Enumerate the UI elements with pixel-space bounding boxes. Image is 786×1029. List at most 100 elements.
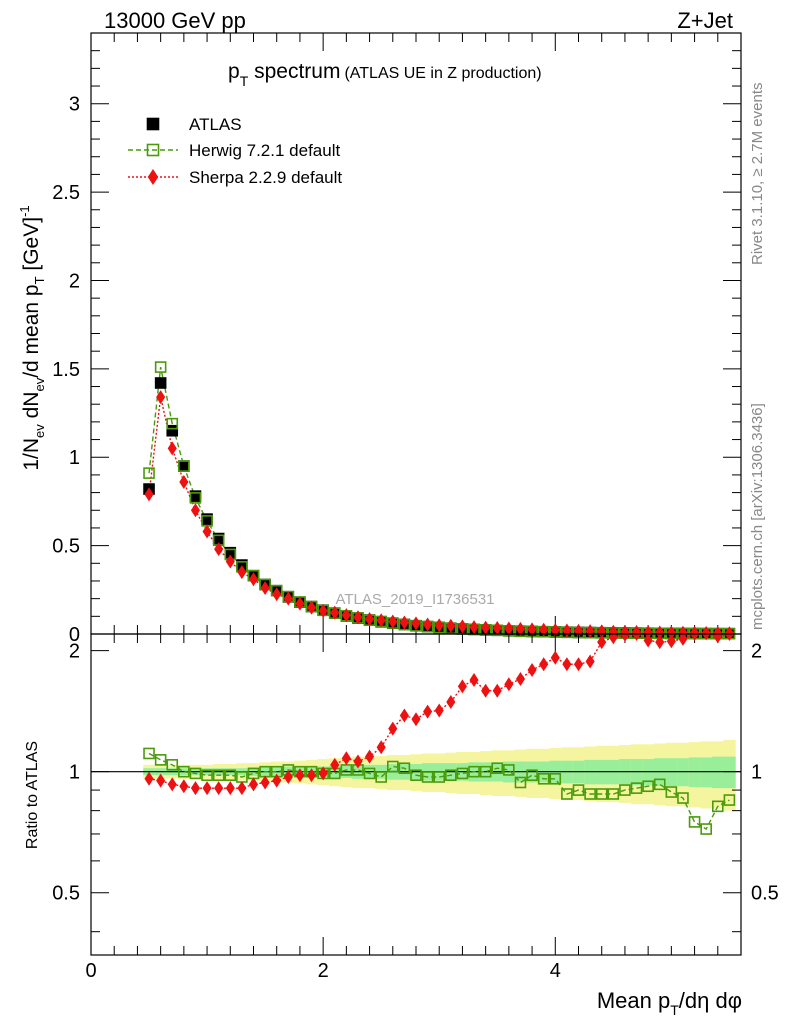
atlas-point (178, 460, 190, 472)
main-series (143, 361, 736, 641)
herwig-ratio-point (514, 776, 527, 789)
sherpa-point (423, 617, 433, 632)
sherpa-ratio-point (666, 634, 676, 649)
sherpa-ratio-point (620, 627, 630, 642)
sherpa-ratio-point (260, 775, 270, 790)
sherpa-ratio-point (283, 769, 293, 784)
herwig-ratio-line (148, 752, 730, 831)
sherpa-ratio-point (678, 631, 688, 646)
sherpa-point (376, 613, 386, 628)
herwig-ratio-point (537, 773, 550, 785)
sherpa-ratio-point (214, 781, 224, 796)
sherpa-point (306, 600, 317, 615)
herwig-ratio-point (584, 788, 596, 800)
atlas-point (154, 377, 167, 389)
ratio-y-tick-label-right: 0.5 (751, 883, 779, 905)
herwig-ratio-point (619, 784, 631, 796)
herwig-point (189, 492, 202, 504)
sherpa-point (156, 390, 166, 405)
herwig-ratio-point (375, 771, 387, 783)
chart-title: pT spectrum (ATLAS UE in Z production) (228, 60, 542, 89)
sherpa-ratio-point (713, 629, 723, 644)
sherpa-point (527, 622, 537, 637)
sherpa-ratio-point (701, 626, 711, 641)
herwig-ratio-point (386, 760, 399, 773)
herwig-ratio-point (456, 767, 469, 780)
sherpa-point (515, 621, 526, 636)
sherpa-ratio-point (446, 695, 456, 710)
sherpa-ratio-point (295, 768, 305, 783)
herwig-ratio-point (224, 769, 237, 782)
sherpa-ratio-point (318, 766, 328, 781)
herwig-ratio-point (479, 765, 492, 778)
ratio-y-tick-label-right: 1 (751, 762, 762, 784)
ratio-ylabel: Ratio to ATLAS (24, 741, 41, 849)
title-rest: spectrum (248, 60, 340, 83)
sherpa-ratio-point (597, 635, 607, 650)
sherpa-ratio-point (434, 703, 444, 718)
x-tick-label: 2 (318, 960, 329, 982)
ratio-band-inner (711, 756, 725, 789)
herwig-ratio-point (363, 767, 376, 780)
title-p: p (228, 60, 240, 83)
sherpa-point (539, 622, 549, 637)
sherpa-point (167, 441, 177, 456)
sherpa-ratio-point (550, 650, 560, 665)
sherpa-ratio-point (504, 677, 514, 692)
sherpa-point (411, 616, 421, 631)
herwig-ratio-point (723, 794, 736, 806)
main-y-tick-label: 0 (69, 624, 80, 646)
herwig-point (143, 467, 155, 479)
ratio-frame (90, 633, 742, 956)
sherpa-point (457, 619, 467, 634)
ratio-band-inner (700, 757, 713, 788)
main-y-tick-label: 0.5 (52, 536, 80, 558)
herwig-ratio-point (665, 786, 678, 798)
x-axis-label: Mean pT/dη dφ (597, 988, 742, 1018)
sherpa-ratio-point (156, 773, 166, 788)
sherpa-ratio-point (562, 657, 572, 672)
ratio-y-tick-label-left: 2 (69, 641, 80, 663)
sherpa-ratio-point (492, 683, 502, 698)
sherpa-point (283, 591, 293, 606)
sherpa-point (492, 620, 502, 635)
herwig-point (178, 460, 190, 472)
sherpa-ratio-point (481, 683, 491, 698)
herwig-point (166, 417, 179, 430)
sherpa-point (225, 554, 235, 569)
herwig-ratio-point (595, 788, 608, 800)
sherpa-point (260, 581, 270, 596)
herwig-ratio-point (468, 765, 480, 778)
ratio-band-inner (723, 756, 736, 789)
sherpa-point (248, 572, 259, 587)
sherpa-ratio-point (330, 757, 340, 772)
sherpa-ratio-point (573, 657, 584, 672)
sherpa-point (643, 625, 653, 640)
sherpa-point (341, 608, 351, 623)
herwig-ratio-point (212, 769, 225, 782)
legend-label: Herwig 7.2.1 default (189, 141, 340, 160)
herwig-ratio-point (549, 773, 562, 785)
legend-label: ATLAS (189, 115, 242, 134)
sherpa-ratio-point (527, 663, 537, 678)
main-y-tick-label: 1 (69, 447, 80, 469)
sherpa-ratio-point (376, 740, 386, 755)
sherpa-point (237, 565, 247, 580)
legend-marker (146, 117, 160, 131)
sherpa-ratio-point (457, 679, 467, 694)
sherpa-point (202, 524, 212, 539)
title-sub: T (240, 73, 249, 89)
sherpa-ratio-point (423, 704, 433, 719)
ratio-x-ticks: 0 2 4 (85, 634, 742, 982)
sherpa-ratio-point (353, 754, 363, 769)
legend-marker (147, 169, 159, 185)
main-y-tick-label: 2.5 (52, 182, 80, 204)
watermark: ATLAS_2019_I1736531 (335, 591, 494, 608)
title-paren: (ATLAS UE in Z production) (344, 65, 541, 82)
sherpa-ratio-point (399, 708, 409, 723)
sherpa-point (353, 610, 363, 625)
main-y-tick-label: 2 (69, 270, 80, 292)
sherpa-point (190, 503, 201, 518)
herwig-ratio-point (433, 771, 446, 783)
